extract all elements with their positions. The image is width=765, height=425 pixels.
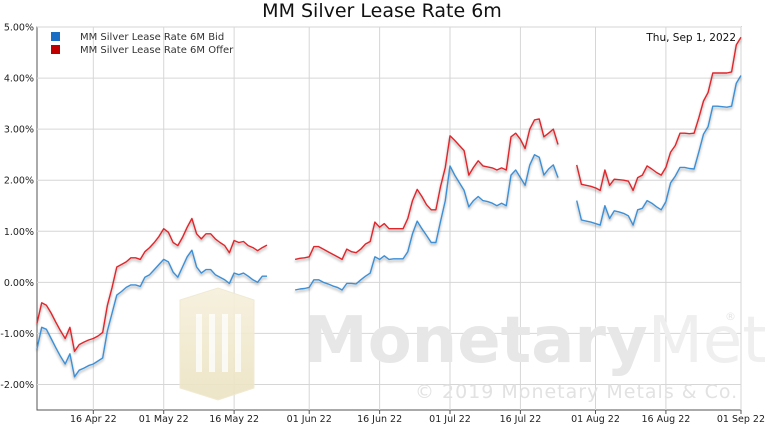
series-line-offer (576, 36, 742, 192)
watermark-brand-part1: Monetary (304, 304, 648, 378)
x-tick-label: 01 Aug 22 (571, 414, 620, 425)
series-lines (36, 36, 742, 378)
y-tick-label: 2.00% (4, 176, 34, 187)
y-tick-label: 1.00% (4, 227, 34, 238)
x-tick-label: 16 Aug 22 (642, 414, 691, 425)
legend-swatch-offer (51, 45, 60, 54)
x-tick-label: 01 May 22 (139, 414, 189, 425)
grid (37, 26, 742, 410)
watermark-copyright: © 2019 Monetary Metals & Co. (415, 381, 738, 403)
plot-frame (36, 26, 742, 411)
watermark-brand-part2: Metals (648, 304, 765, 378)
y-tick-label: 4.00% (4, 74, 34, 85)
y-axis: 5.00% 4.00% 3.00% 2.00% 1.00% 0.00% -1.00% -2.0… (0, 23, 34, 391)
series-line-bid (294, 154, 559, 291)
x-tick-label: 01 Sep 22 (717, 414, 765, 425)
y-tick-label: -2.00% (0, 380, 34, 391)
x-tick-label: 01 Jun 22 (287, 414, 332, 425)
x-axis: 16 Apr 22 01 May 22 16 May 22 01 Jun 22 16 J… (70, 410, 765, 425)
legend-label-offer: MM Silver Lease Rate 6M Offer (80, 45, 234, 56)
y-tick-label: 5.00% (4, 23, 34, 34)
series-line-bid (36, 249, 267, 378)
series-line-offer (36, 217, 268, 352)
x-tick-label: 16 Jul 22 (500, 414, 542, 425)
x-tick-label: 16 May 22 (209, 414, 259, 425)
series-line-bid (576, 75, 742, 226)
watermark-registered: ® (725, 310, 736, 323)
date-label: Thu, Sep 1, 2022 (645, 32, 736, 44)
watermark-logo-icon (179, 287, 255, 401)
y-tick-label: -1.00% (0, 329, 34, 340)
x-tick-label: 16 Jun 22 (357, 414, 402, 425)
chart-title: MM Silver Lease Rate 6m (262, 0, 502, 22)
series-line-offer (294, 118, 559, 261)
x-tick-label: 01 Jul 22 (429, 414, 471, 425)
legend-label-bid: MM Silver Lease Rate 6M Bid (80, 32, 224, 43)
legend: MM Silver Lease Rate 6M Bid MM Silver Le… (51, 32, 234, 56)
y-tick-label: 3.00% (4, 125, 34, 136)
legend-swatch-bid (51, 32, 60, 41)
y-tick-label: 0.00% (4, 278, 34, 289)
x-tick-label: 16 Apr 22 (70, 414, 117, 425)
